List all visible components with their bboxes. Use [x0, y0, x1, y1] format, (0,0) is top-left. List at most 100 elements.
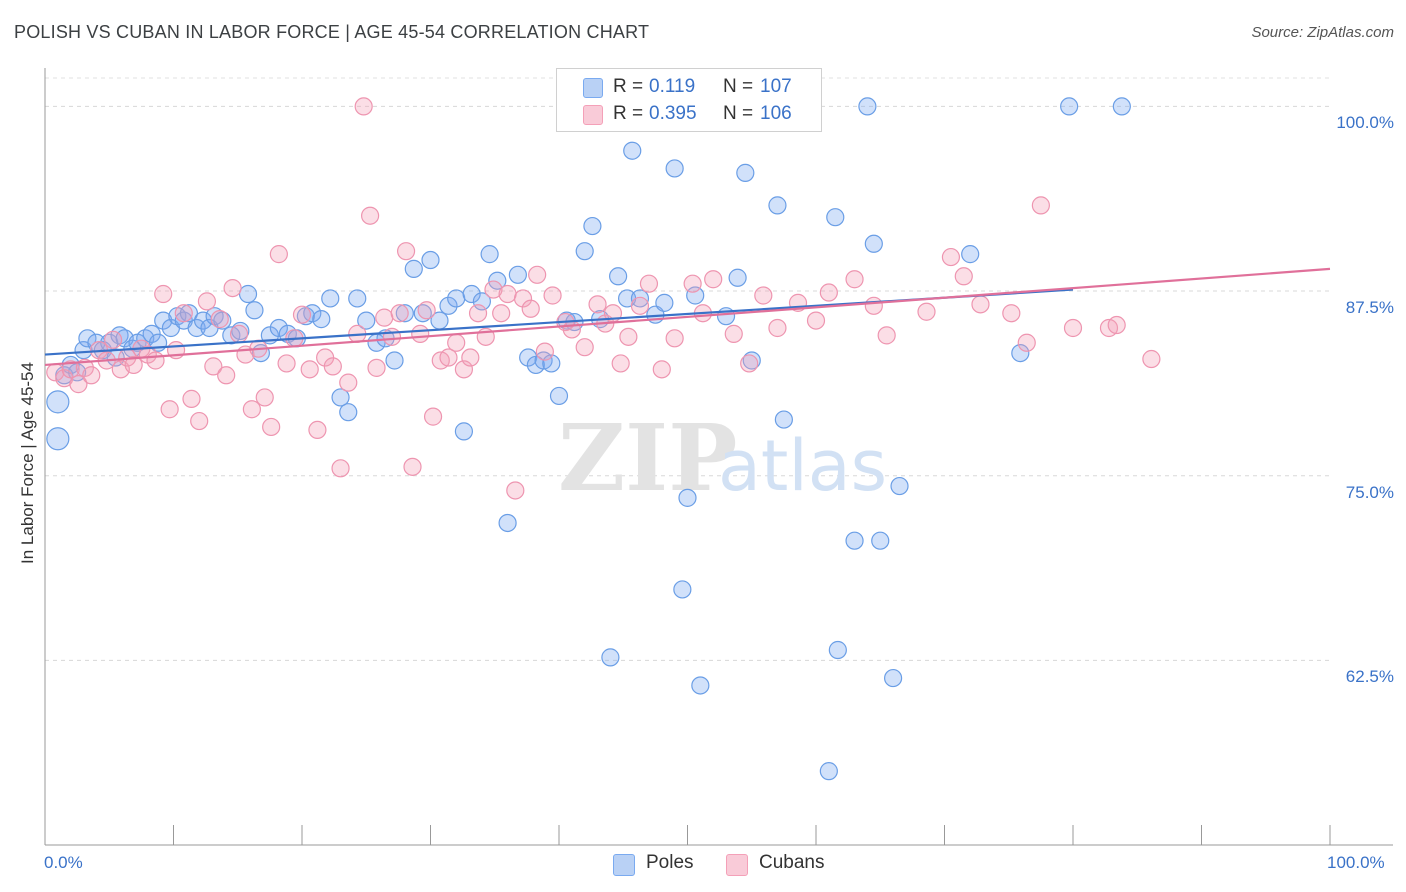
cubans-point: [367, 358, 386, 377]
poles-point: [339, 403, 358, 422]
poles-point: [395, 304, 414, 323]
cubans-point: [768, 318, 787, 338]
poles-point: [609, 267, 628, 286]
cubans-point: [300, 360, 319, 379]
cubans-point: [498, 284, 517, 304]
cubans-point: [845, 270, 864, 289]
cubans-point: [439, 348, 458, 367]
chart-title: POLISH VS CUBAN IN LABOR FORCE | AGE 45-…: [14, 22, 650, 42]
cubans-n-label: N =: [723, 103, 754, 124]
cubans-point: [724, 324, 743, 343]
cubans-point: [864, 296, 883, 315]
poles-point: [774, 410, 793, 429]
poles-point: [678, 488, 697, 507]
poles-swatch: [583, 78, 603, 98]
cubans-point: [292, 305, 312, 324]
cubans-point: [75, 358, 94, 377]
poles-point: [488, 271, 507, 290]
poles-point: [439, 296, 458, 315]
cubans-point: [396, 242, 416, 261]
cubans-point: [506, 481, 525, 500]
poles-n-value: 107: [760, 76, 792, 97]
poles-point: [845, 531, 864, 550]
cubans-point: [704, 270, 723, 289]
cubans-point: [160, 400, 179, 419]
y-tick-label: 87.5%: [1345, 298, 1394, 318]
cubans-point: [308, 420, 327, 440]
poles-point: [46, 390, 70, 414]
cubans-point: [1017, 333, 1036, 352]
y-tick-label: 100.0%: [1336, 113, 1394, 133]
cubans-legend-swatch: [726, 854, 748, 876]
poles-point: [238, 284, 258, 304]
cubans-point: [417, 301, 436, 320]
cubans-point: [1031, 196, 1050, 215]
poles-point: [508, 265, 527, 284]
cubans-point: [630, 296, 650, 315]
stats-legend: R = 0.119 N = 107 R = 0.395 N = 106: [556, 68, 822, 132]
cubans-legend-label: Cubans: [759, 852, 825, 873]
poles-legend-swatch: [613, 854, 635, 876]
y-tick-label: 75.0%: [1345, 482, 1394, 502]
cubans-point: [665, 329, 684, 348]
poles-point: [542, 354, 561, 373]
cubans-point: [543, 286, 562, 305]
poles-r-value: 0.119: [649, 76, 696, 97]
cubans-point: [361, 206, 380, 225]
poles-point: [691, 676, 710, 695]
poles-point: [686, 286, 705, 305]
poles-point: [655, 293, 674, 312]
cubans-point: [277, 354, 296, 373]
poles-point: [883, 668, 903, 688]
poles-point: [871, 531, 890, 550]
poles-point: [864, 234, 883, 253]
cubans-point: [454, 360, 474, 379]
cubans-point: [683, 274, 702, 293]
cubans-point: [375, 308, 394, 327]
poles-point: [819, 762, 838, 781]
cubans-point: [819, 283, 838, 302]
cubans-point: [69, 375, 88, 394]
cubans-point: [217, 366, 236, 385]
cubans-point: [877, 326, 896, 345]
cubans-point: [806, 311, 826, 330]
cubans-r-label: R =: [613, 103, 644, 124]
cubans-point: [917, 302, 936, 321]
poles-point: [858, 97, 877, 116]
poles-point: [890, 476, 909, 496]
poles-point: [454, 422, 474, 441]
poles-point: [742, 351, 761, 370]
cubans-point: [754, 286, 773, 305]
cubans-point: [639, 274, 659, 293]
cubans-swatch: [583, 105, 603, 125]
cubans-point: [229, 324, 249, 343]
cubans-point: [262, 417, 281, 437]
poles-point: [321, 289, 340, 308]
cubans-point: [154, 284, 173, 304]
poles-point: [549, 386, 569, 406]
cubans-point: [182, 389, 201, 408]
poles-point: [601, 648, 620, 667]
source-label: Source: ZipAtlas.com: [1251, 24, 1394, 41]
cubans-point: [484, 280, 503, 299]
cubans-point: [390, 304, 409, 323]
poles-point: [142, 324, 161, 343]
cubans-point: [619, 327, 638, 346]
poles-point: [1060, 97, 1079, 116]
poles-point: [179, 304, 199, 323]
poles-point: [385, 351, 404, 370]
cubans-point: [146, 351, 165, 370]
cubans-point: [269, 245, 288, 264]
poles-point: [357, 311, 376, 330]
cubans-point: [354, 97, 373, 116]
y-axis-label: In Labor Force | Age 45-54: [18, 362, 37, 564]
cubans-trend-line: [44, 267, 1331, 367]
cubans-point: [382, 327, 402, 346]
trend-lines: [44, 267, 1331, 367]
cubans-point: [223, 279, 242, 298]
x-tick-label-max: 100.0%: [1327, 853, 1385, 872]
cubans-point: [652, 360, 671, 379]
poles-point: [348, 289, 367, 308]
cubans-point: [255, 388, 274, 407]
